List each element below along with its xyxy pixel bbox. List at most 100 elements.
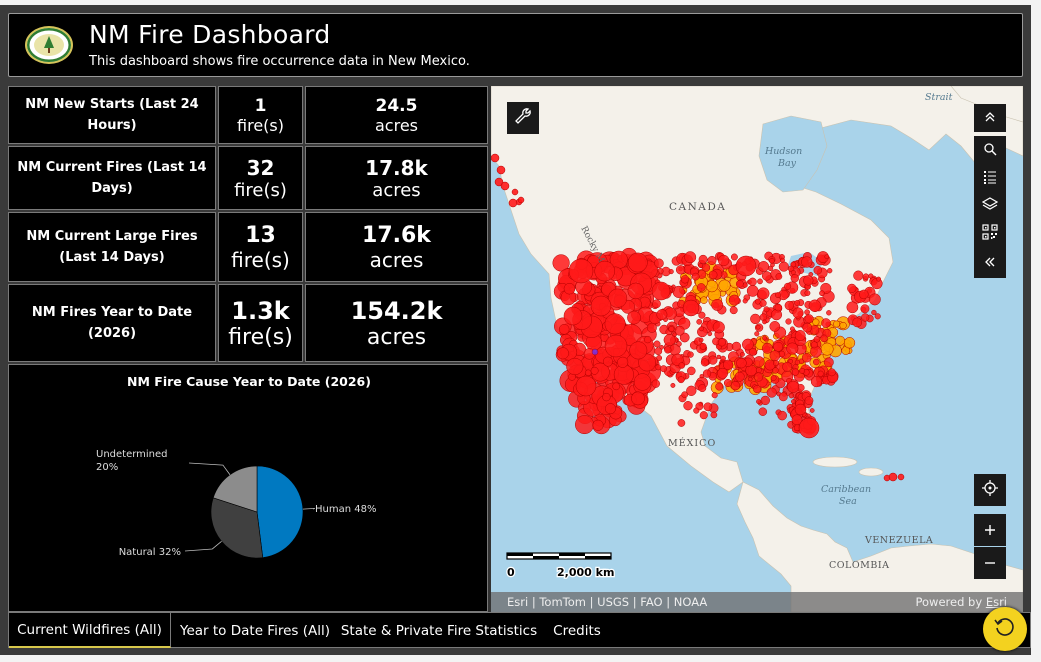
fire-point[interactable] [566,357,584,376]
esri-link[interactable]: Esri [985,595,1007,609]
fire-point[interactable] [677,376,685,384]
fire-point[interactable] [707,255,717,266]
fire-point[interactable] [686,385,697,396]
fire-point[interactable] [827,268,833,274]
fire-point[interactable] [590,366,599,375]
fire-point[interactable] [700,296,708,304]
tab-credits[interactable]: Credits [553,622,601,639]
fire-point[interactable] [494,177,504,187]
fire-point[interactable] [761,271,772,281]
fire-point[interactable] [698,384,707,393]
qr-code-button[interactable] [974,220,1006,248]
fire-point[interactable] [708,270,718,280]
fire-point[interactable] [803,275,814,286]
fire-point[interactable] [602,356,613,367]
fire-point[interactable] [672,285,685,298]
fire-point[interactable] [646,322,657,333]
fire-point[interactable] [809,408,815,413]
fire-point[interactable] [761,342,773,354]
search-button[interactable] [974,136,1006,164]
fire-point[interactable] [862,273,870,280]
fire-point[interactable] [839,321,847,330]
fire-point[interactable] [762,335,768,341]
fire-point[interactable] [823,357,834,368]
fire-point[interactable] [710,411,718,419]
fire-point[interactable] [651,379,660,388]
fire-point[interactable] [758,261,770,272]
fire-point[interactable] [788,358,794,364]
fire-point[interactable] [687,366,696,376]
fire-point[interactable] [677,419,686,427]
fire-point[interactable] [799,367,806,374]
fire-point[interactable] [760,395,770,406]
fire-point[interactable] [604,403,616,415]
fire-point[interactable] [874,313,881,320]
fire-point[interactable] [592,419,604,431]
fire-point[interactable] [682,299,700,317]
fire-point[interactable] [778,261,789,272]
fire-point[interactable] [604,334,628,358]
fire-point[interactable] [804,309,810,316]
fire-point[interactable] [563,282,576,295]
fire-point[interactable] [631,391,645,406]
fire-point[interactable] [789,326,795,332]
fire-point[interactable] [750,313,761,325]
fire-point[interactable] [701,263,711,272]
fire-point[interactable] [786,342,799,355]
refresh-button[interactable] [983,607,1027,651]
fire-point[interactable] [668,326,675,333]
fire-point[interactable] [731,341,742,352]
fire-point[interactable] [664,346,672,354]
fire-point[interactable] [791,368,800,376]
fire-point[interactable] [612,382,621,391]
fire-point[interactable] [790,274,799,283]
fire-point[interactable] [770,375,777,382]
legend-button[interactable] [974,164,1006,192]
fire-point[interactable] [852,317,863,328]
fire-point[interactable] [735,280,744,288]
fire-point[interactable] [801,256,813,268]
tab-state-private-statistics[interactable]: State & Private Fire Statistics [340,622,538,639]
fire-point[interactable] [775,292,781,299]
fire-point[interactable] [762,319,767,325]
fire-point[interactable] [756,399,762,405]
fire-point[interactable] [753,385,762,394]
fire-point[interactable] [785,318,792,325]
fire-point[interactable] [684,251,697,264]
fire-map[interactable]: CANADA Hudson Bay Strait Rocky M MÉXICO … [491,86,1023,612]
fire-point[interactable] [717,367,729,379]
fire-point[interactable] [773,341,784,352]
fire-point[interactable] [860,304,870,314]
fire-point[interactable] [511,188,519,196]
fire-point[interactable] [792,307,804,319]
fire-point[interactable] [739,351,745,357]
fire-point[interactable] [748,277,757,286]
fire-point[interactable] [859,289,869,300]
fire-point[interactable] [794,403,807,416]
fire-point[interactable] [778,392,788,402]
fire-point[interactable] [843,337,856,349]
collapse-toolbar-button[interactable] [974,104,1006,132]
fire-point[interactable] [757,278,763,285]
fire-point[interactable] [790,269,796,275]
fire-point[interactable] [568,258,594,284]
fire-point[interactable] [798,417,820,439]
fire-point[interactable] [808,299,821,312]
fire-point[interactable] [772,367,779,374]
fire-point[interactable] [801,352,812,363]
fire-point[interactable] [699,411,708,420]
fire-point[interactable] [794,330,806,341]
fire-point[interactable] [703,402,713,412]
fire-point[interactable] [654,258,664,269]
fire-point[interactable] [888,472,898,482]
fire-point[interactable] [742,298,748,304]
fire-point[interactable] [491,153,500,163]
fire-point[interactable] [500,181,510,191]
fire-point[interactable] [556,347,569,360]
fire-point[interactable] [827,368,836,377]
collapse-left-button[interactable] [974,248,1006,278]
fire-point[interactable] [812,318,820,326]
fire-point[interactable] [656,309,668,321]
fire-point[interactable] [794,300,801,306]
fire-point[interactable] [769,258,775,264]
